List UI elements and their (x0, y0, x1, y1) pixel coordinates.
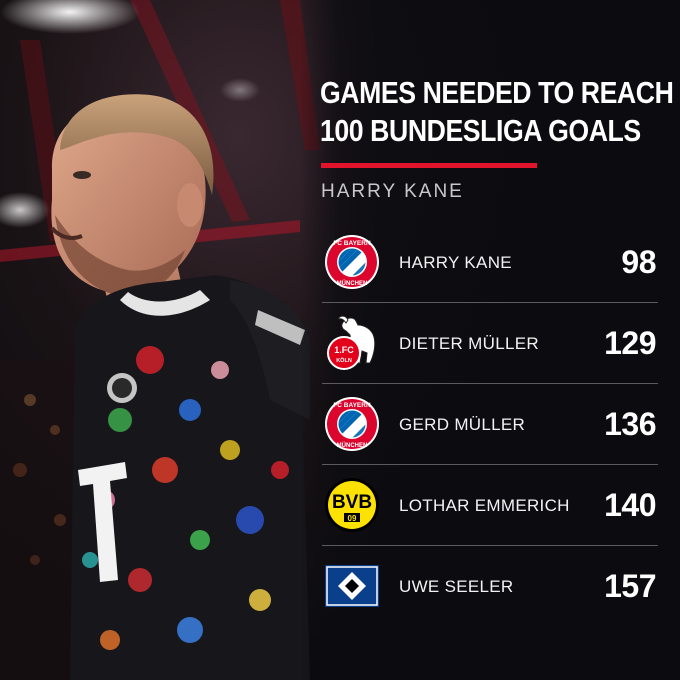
player-name: DIETER MÜLLER (399, 334, 539, 353)
svg-text:09: 09 (348, 514, 357, 523)
games-value: 136 (604, 406, 656, 442)
bvb-crest-icon: BVB 09 (324, 477, 380, 533)
fc-koln-crest-icon: 1.FC KÖLN (324, 315, 380, 371)
svg-text:FC BAYERN: FC BAYERN (333, 240, 371, 247)
player-name: LOTHAR EMMERICH (399, 496, 570, 515)
games-value: 98 (621, 244, 656, 280)
svg-text:MÜNCHEN: MÜNCHEN (337, 280, 368, 287)
player-name: HARRY KANE (399, 253, 512, 272)
title-line-2: 100 BUNDESLIGA GOALS (320, 113, 641, 148)
subtitle: HARRY KANE (321, 181, 464, 202)
svg-text:KÖLN: KÖLN (336, 357, 352, 364)
svg-text:FC BAYERN: FC BAYERN (333, 402, 371, 409)
fc-bayern-crest-icon: FC BAYERN MÜNCHEN (324, 396, 380, 452)
ranking-list: FC BAYERN MÜNCHEN HARRY KANE 98 1.FC KÖL… (322, 222, 658, 627)
title-line-1: GAMES NEEDED TO REACH (320, 75, 674, 110)
games-value: 129 (604, 325, 656, 361)
list-item: BVB 09 LOTHAR EMMERICH 140 (322, 465, 658, 546)
svg-text:1.FC: 1.FC (334, 345, 354, 355)
svg-text:BVB: BVB (332, 492, 372, 513)
list-item: FC BAYERN MÜNCHEN HARRY KANE 98 (322, 222, 658, 303)
fc-bayern-crest-icon: FC BAYERN MÜNCHEN (324, 234, 380, 290)
list-item: 1.FC KÖLN DIETER MÜLLER 129 (322, 303, 658, 384)
games-value: 140 (604, 487, 656, 523)
title-underline (321, 163, 537, 168)
games-value: 157 (604, 568, 656, 604)
player-name: UWE SEELER (399, 577, 514, 596)
player-name: GERD MÜLLER (399, 415, 526, 434)
svg-text:MÜNCHEN: MÜNCHEN (337, 442, 368, 449)
hsv-crest-icon (324, 558, 380, 614)
list-item: UWE SEELER 157 (322, 546, 658, 627)
page-title: GAMES NEEDED TO REACH 100 BUNDESLIGA GOA… (320, 74, 674, 150)
list-item: FC BAYERN MÜNCHEN GERD MÜLLER 136 (322, 384, 658, 465)
